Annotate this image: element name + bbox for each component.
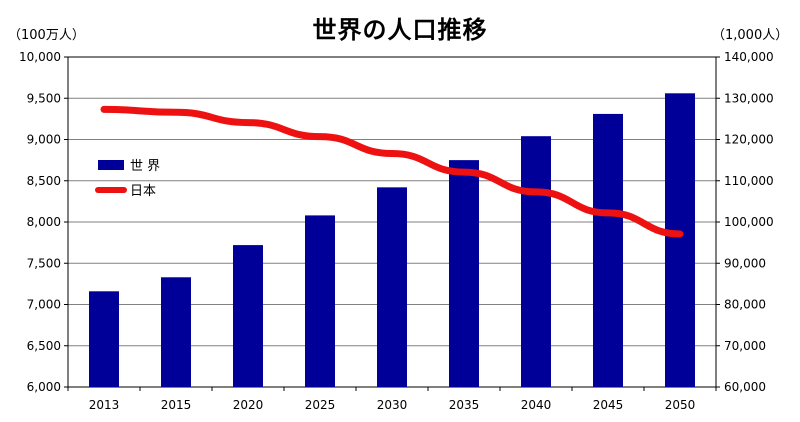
left-tick-label: 8,500 <box>27 174 61 188</box>
left-tick-label: 7,000 <box>27 298 61 312</box>
legend-label-world: 世 界 <box>130 159 160 174</box>
right-tick-label: 110,000 <box>724 174 774 188</box>
left-tick-label: 7,500 <box>27 256 61 270</box>
bar-world-2015 <box>161 277 191 387</box>
x-tick-label: 2040 <box>521 398 552 412</box>
left-tick-label: 6,000 <box>27 380 61 394</box>
x-tick-label: 2045 <box>593 398 624 412</box>
x-tick-label: 2030 <box>377 398 408 412</box>
legend-swatch-world <box>98 160 124 170</box>
right-tick-label: 60,000 <box>724 380 766 394</box>
bar-world-2013 <box>89 291 119 387</box>
left-tick-label: 8,000 <box>27 215 61 229</box>
left-tick-label: 9,500 <box>27 91 61 105</box>
bar-world-2030 <box>377 187 407 387</box>
left-axis-unit: （100万人） <box>8 28 85 43</box>
right-tick-label: 130,000 <box>724 91 774 105</box>
right-tick-label: 100,000 <box>724 215 774 229</box>
right-tick-label: 120,000 <box>724 133 774 147</box>
bar-world-2040 <box>521 136 551 387</box>
x-tick-label: 2035 <box>449 398 480 412</box>
x-tick-label: 2020 <box>233 398 264 412</box>
right-tick-label: 90,000 <box>724 256 766 270</box>
bar-world-2045 <box>593 113 623 388</box>
bar-world-2050 <box>665 93 695 388</box>
x-tick-label: 2015 <box>161 398 192 412</box>
left-tick-label: 10,000 <box>19 50 61 64</box>
x-tick-label: 2050 <box>665 398 696 412</box>
x-tick-label: 2013 <box>89 398 120 412</box>
bar-world-2025 <box>305 215 335 387</box>
chart-title: 世界の人口推移 <box>312 16 488 44</box>
left-tick-label: 9,000 <box>27 133 61 147</box>
left-tick-label: 6,500 <box>27 339 61 353</box>
right-tick-label: 80,000 <box>724 298 766 312</box>
right-axis-unit: （1,000人） <box>712 28 789 43</box>
right-tick-label: 140,000 <box>724 50 774 64</box>
legend-label-japan: 日本 <box>130 184 156 199</box>
right-tick-label: 70,000 <box>724 339 766 353</box>
line-japan <box>100 105 684 238</box>
bar-world-2035 <box>449 160 479 387</box>
x-tick-label: 2025 <box>305 398 336 412</box>
bar-world-2020 <box>233 245 263 387</box>
